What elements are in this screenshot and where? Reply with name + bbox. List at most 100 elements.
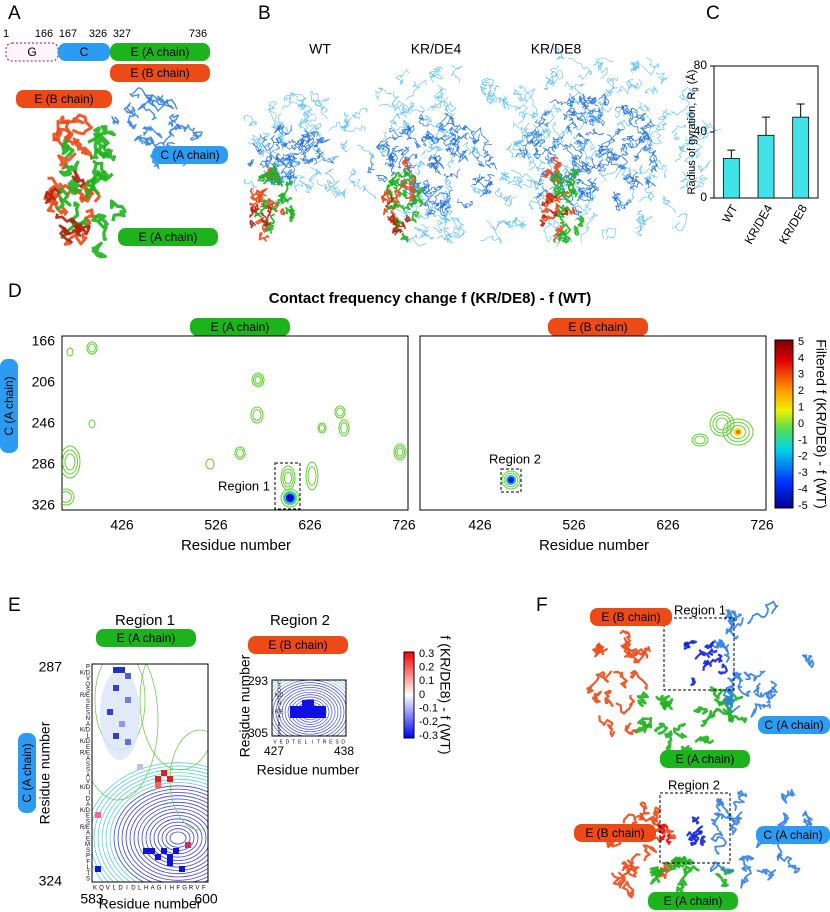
residue-label: A: [86, 722, 90, 728]
structure-trace: [576, 188, 592, 201]
heatmap-cell: [167, 854, 173, 860]
structure-trace: [595, 147, 614, 158]
contour: [101, 775, 208, 882]
structure-trace: [710, 812, 727, 831]
contour: [149, 815, 207, 861]
y-axis-title: Residue number: [237, 654, 253, 757]
structure-trace: [462, 141, 479, 156]
structure-trace: [418, 114, 430, 127]
y-tick-label: 206: [32, 374, 56, 390]
y-tick-label: 166: [32, 333, 56, 349]
colorbar-tick-label: 1: [798, 402, 804, 414]
y-tick-label: 324: [39, 873, 63, 889]
structure-trace: [404, 214, 411, 223]
structure-trace: [543, 75, 554, 91]
contour: [234, 446, 246, 460]
chain-label: C (A chain): [18, 733, 36, 813]
chain-label: C (A chain): [152, 146, 228, 164]
structure-trace: [405, 79, 427, 101]
structure-trace: [638, 136, 646, 144]
structure-trace: [174, 123, 196, 132]
structure-trace: [573, 139, 587, 152]
structure-trace: [259, 133, 271, 152]
panel-letter: B: [258, 3, 271, 24]
structure-trace: [351, 107, 368, 120]
structure-trace: [588, 177, 599, 192]
heatmap-cell: [290, 706, 326, 718]
contour: [318, 424, 326, 432]
structure-trace: [514, 216, 527, 229]
structure-trace: [724, 609, 735, 622]
structure-trace: [619, 629, 632, 650]
structure-trace: [569, 100, 584, 111]
ensemble-title: KR/DE4: [411, 41, 462, 57]
structure-trace: [777, 853, 801, 874]
structure-trace: [328, 118, 350, 132]
structure-trace: [337, 189, 347, 199]
structure-trace: [437, 214, 451, 223]
structure-trace: [252, 194, 262, 211]
structure-trace: [516, 104, 528, 119]
structure-trace: [565, 168, 580, 179]
chain-label: E (A chain): [648, 892, 738, 910]
structure-trace: [302, 157, 314, 164]
structure-trace: [671, 95, 690, 116]
residue-label: S: [277, 727, 281, 733]
structure-trace: [601, 227, 617, 241]
contour: [395, 445, 405, 459]
heatmap-cell: [167, 860, 173, 866]
chain-label-box: [0, 359, 18, 453]
structure-trace: [150, 151, 160, 170]
structure-trace: [552, 156, 560, 175]
contour: [284, 471, 292, 485]
structure-trace: [676, 855, 688, 867]
heatmap-cell: [173, 848, 179, 854]
contour: [141, 808, 208, 868]
contour: [137, 805, 208, 871]
structure-trace: [642, 129, 650, 139]
colorbar-tick-label: 0: [798, 418, 804, 430]
structure-trace: [244, 178, 258, 195]
structure-trace: [656, 71, 668, 85]
chain-label-box: [58, 43, 110, 61]
chain-label-box: [110, 43, 210, 61]
structure-trace: [376, 174, 388, 183]
structure-trace: [252, 142, 263, 155]
x-tick-label: 526: [562, 517, 586, 533]
contour: [92, 765, 208, 882]
structure-trace: [702, 660, 709, 671]
structure-trace: [421, 186, 442, 194]
structure-trace: [738, 855, 755, 869]
structure-trace: [732, 790, 748, 812]
structure-trace: [627, 78, 642, 90]
contour: [278, 687, 342, 736]
structure-trace: [568, 57, 593, 80]
structure-trace: [599, 670, 613, 684]
chain-label-text: E (A chain): [211, 320, 270, 334]
contour: [280, 465, 296, 491]
contour: [109, 782, 208, 882]
structure-trace: [461, 125, 475, 136]
structure-trace: [648, 153, 658, 166]
x-tick-label: 426: [468, 517, 492, 533]
x-tick-label: 426: [110, 517, 134, 533]
structure-trace: [470, 183, 484, 195]
structure-trace: [434, 84, 447, 100]
residue-label: E: [86, 745, 90, 751]
structure-trace: [444, 231, 457, 244]
chain-label-text: E (B chain): [585, 826, 644, 840]
contour: [694, 435, 706, 445]
structure-trace: [594, 113, 605, 127]
structure-trace: [692, 830, 703, 843]
structure-trace: [367, 158, 375, 174]
chain-label-text: E (B chain): [130, 66, 189, 80]
colorbar-tick-label: 0.3: [419, 648, 434, 660]
heatmap-cell: [113, 733, 119, 739]
contour: [88, 343, 96, 353]
structure-trace: [683, 640, 698, 649]
structure-trace: [580, 212, 599, 243]
colorbar-tick-label: 0.1: [419, 675, 434, 687]
residue-label: I: [126, 886, 128, 892]
residue-label: T: [317, 739, 320, 745]
x-tick-label: 438: [334, 744, 354, 758]
